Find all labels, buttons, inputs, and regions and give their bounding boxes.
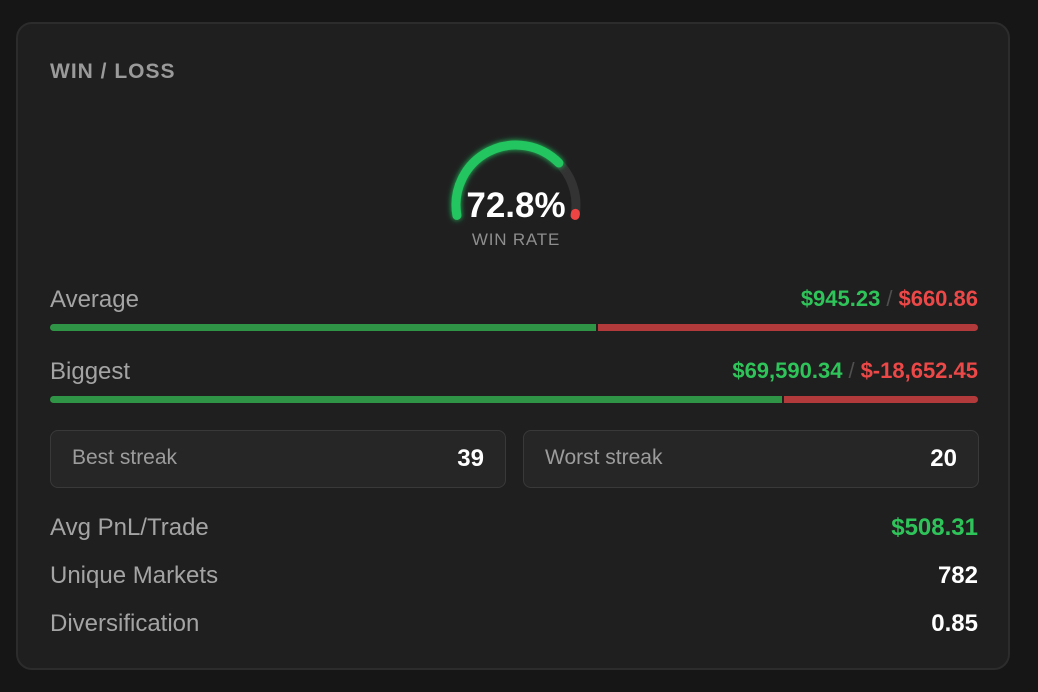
unique-markets-row: Unique Markets 782 — [50, 562, 978, 594]
diversification-value: 0.85 — [931, 610, 978, 637]
average-loss-value: $660.86 — [898, 286, 978, 311]
win-rate-gauge — [449, 112, 583, 220]
win-rate-value: 72.8% — [466, 186, 566, 225]
average-win-fill — [50, 324, 597, 331]
avg-pnl-value: $508.31 — [891, 514, 978, 541]
win-loss-card: WIN / LOSS 72.8% WIN RATE Average $945.2… — [16, 22, 1010, 670]
average-label: Average — [50, 286, 139, 313]
average-ratio-bar — [50, 324, 978, 331]
biggest-loss-value: $-18,652.45 — [860, 358, 978, 383]
gauge-win-arc — [451, 140, 564, 220]
biggest-win-value: $69,590.34 — [732, 358, 843, 383]
card-title: WIN / LOSS — [50, 60, 176, 83]
biggest-ratio-bar — [50, 396, 978, 403]
average-separator: / — [886, 286, 893, 311]
diversification-label: Diversification — [50, 610, 200, 637]
best-streak-box: Best streak 39 — [50, 430, 506, 488]
biggest-row: Biggest $69,590.34/$-18,652.45 — [50, 358, 978, 390]
biggest-win-fill — [50, 396, 782, 403]
avg-pnl-label: Avg PnL/Trade — [50, 514, 209, 541]
average-loss-fill — [598, 324, 978, 331]
average-row: Average $945.23/$660.86 — [50, 286, 978, 318]
worst-streak-box: Worst streak 20 — [523, 430, 979, 488]
win-rate-label: WIN RATE — [471, 230, 561, 249]
unique-markets-value: 782 — [937, 562, 978, 589]
worst-streak-label: Worst streak — [545, 446, 663, 469]
best-streak-label: Best streak — [72, 446, 178, 469]
biggest-label: Biggest — [50, 358, 131, 385]
biggest-loss-fill — [783, 396, 978, 403]
biggest-separator: / — [848, 358, 855, 383]
average-values: $945.23/$660.86 — [801, 286, 978, 312]
biggest-values: $69,590.34/$-18,652.45 — [732, 358, 978, 384]
worst-streak-value: 20 — [930, 445, 957, 472]
average-win-value: $945.23 — [800, 286, 881, 311]
diversification-row: Diversification 0.85 — [50, 610, 978, 642]
avg-pnl-row: Avg PnL/Trade $508.31 — [50, 514, 978, 546]
best-streak-value: 39 — [457, 445, 484, 472]
unique-markets-label: Unique Markets — [50, 562, 219, 589]
